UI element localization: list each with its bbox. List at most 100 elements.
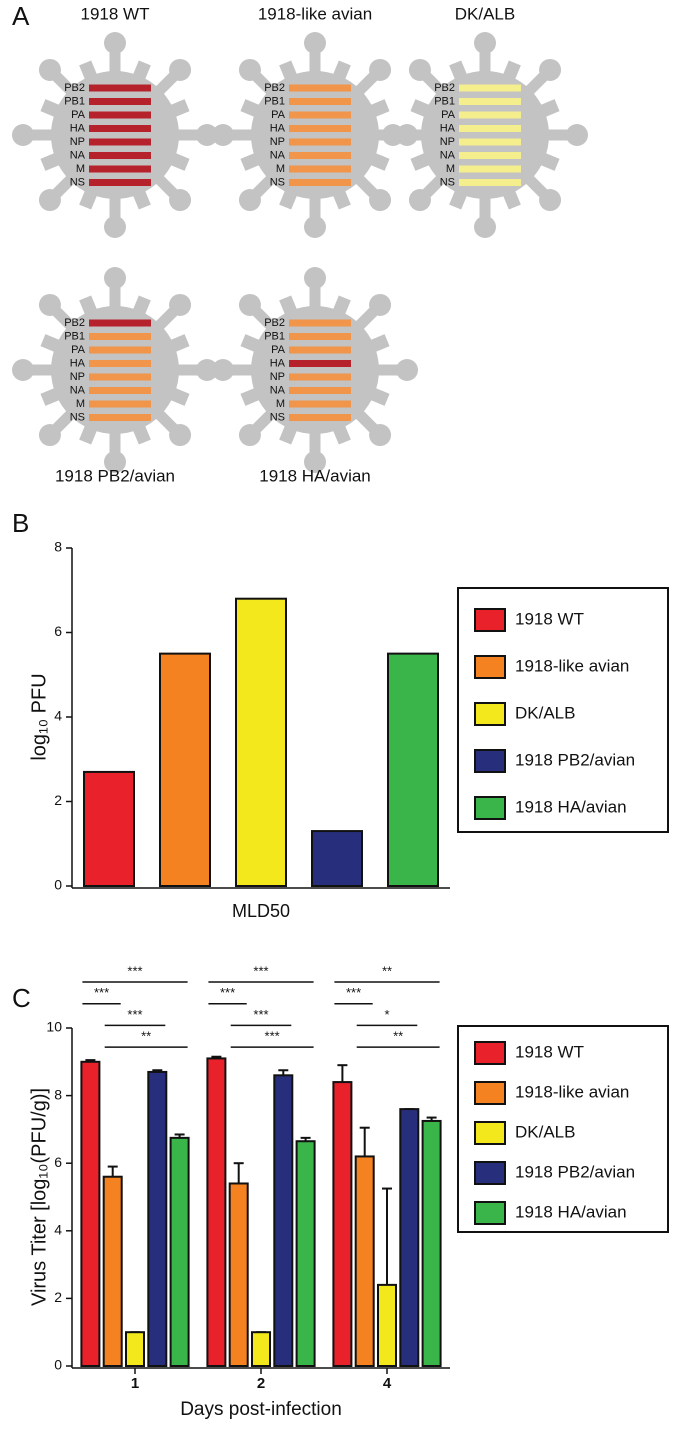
legend-label: 1918-like avian (515, 1082, 629, 1101)
spike-knob (12, 359, 34, 381)
bar (102, 1175, 123, 1367)
segment (89, 373, 151, 381)
segment-label: NA (270, 384, 286, 396)
segment (89, 84, 151, 92)
bar (228, 1182, 249, 1367)
segment-label: PB1 (264, 95, 285, 107)
y-tick-label: 8 (54, 1086, 62, 1102)
spike-knob (304, 267, 326, 289)
significance-label: *** (127, 963, 142, 978)
segment (459, 111, 521, 119)
segment (289, 165, 351, 173)
spike-knob (474, 216, 496, 238)
virus-name: DK/ALB (455, 4, 515, 23)
segment-label: PA (441, 109, 456, 121)
spike-knob (539, 189, 562, 212)
segment-label: PA (271, 109, 286, 121)
spike-knob (196, 124, 218, 146)
spike-knob (169, 189, 192, 212)
bar (295, 1140, 316, 1367)
segment-label: NS (270, 411, 285, 423)
spike-knob (566, 124, 588, 146)
legend-label: DK/ALB (515, 1122, 575, 1141)
legend-label: 1918 HA/avian (515, 1202, 627, 1221)
segment-label: PB1 (434, 95, 455, 107)
segment (89, 414, 151, 421)
spike-knob (38, 58, 61, 81)
spike-knob (104, 267, 126, 289)
segment (459, 125, 521, 132)
spike-knob (238, 189, 261, 212)
segment-label: NS (70, 411, 85, 423)
significance-label: ** (141, 1029, 151, 1044)
spike-knob (304, 216, 326, 238)
bar (332, 1081, 353, 1367)
spike-knob (304, 451, 326, 473)
legend-box (457, 1025, 669, 1233)
segment (89, 111, 151, 119)
legend-label: 1918-like avian (515, 656, 629, 675)
segment (89, 98, 151, 105)
segment (289, 319, 351, 327)
segment-label: M (446, 163, 455, 175)
segment-label: HA (70, 122, 86, 134)
segment-label: PB1 (264, 330, 285, 342)
spike-knob (539, 58, 562, 81)
segment-label: NS (440, 176, 455, 188)
panel-label: C (12, 983, 31, 1013)
spike-knob (38, 189, 61, 212)
segment-label: PB1 (64, 95, 85, 107)
spike-knob (196, 359, 218, 381)
bar (159, 652, 211, 887)
spike-knob (104, 451, 126, 473)
segment-label: PB1 (64, 330, 85, 342)
spike-knob (104, 216, 126, 238)
segment (289, 98, 351, 105)
virus-name: 1918-like avian (258, 4, 372, 23)
segment-label: PA (71, 344, 86, 356)
segment (89, 387, 151, 394)
legend-label: 1918 HA/avian (515, 797, 627, 816)
legend-swatch (474, 749, 506, 773)
significance-label: *** (127, 1007, 142, 1022)
legend-swatch (474, 702, 506, 726)
segment-label: PA (71, 109, 86, 121)
segment (89, 319, 151, 327)
spike-knob (238, 424, 261, 447)
segment-label: PB2 (264, 317, 285, 329)
y-tick-label: 2 (54, 792, 62, 808)
segment-label: PB2 (64, 317, 85, 329)
legend-label: 1918 PB2/avian (515, 1162, 635, 1181)
segment-label: NP (440, 136, 455, 148)
segment (89, 346, 151, 354)
segment-label: NA (270, 149, 286, 161)
segment (89, 165, 151, 173)
significance-label: *** (346, 985, 361, 1000)
bar (377, 1283, 397, 1368)
spike-knob (104, 32, 126, 54)
segment-label: NA (70, 384, 86, 396)
bar (169, 1136, 190, 1367)
spike-knob (408, 58, 431, 81)
segment (289, 346, 351, 354)
bar (251, 1331, 271, 1367)
bar (273, 1074, 294, 1367)
significance-label: ** (393, 1029, 403, 1044)
x-tick-label: MLD50 (232, 901, 290, 921)
segment-label: HA (270, 357, 286, 369)
segment (459, 165, 521, 173)
bar (311, 830, 363, 888)
virus-name: 1918 WT (81, 4, 150, 23)
segment-label: PB2 (434, 82, 455, 94)
segment-label: HA (270, 122, 286, 134)
legend-label: 1918 WT (515, 1042, 584, 1061)
y-tick-label: 10 (46, 1019, 62, 1035)
bar (387, 652, 439, 887)
segment (89, 125, 151, 132)
segment-label: NP (70, 371, 85, 383)
segment (289, 138, 351, 146)
